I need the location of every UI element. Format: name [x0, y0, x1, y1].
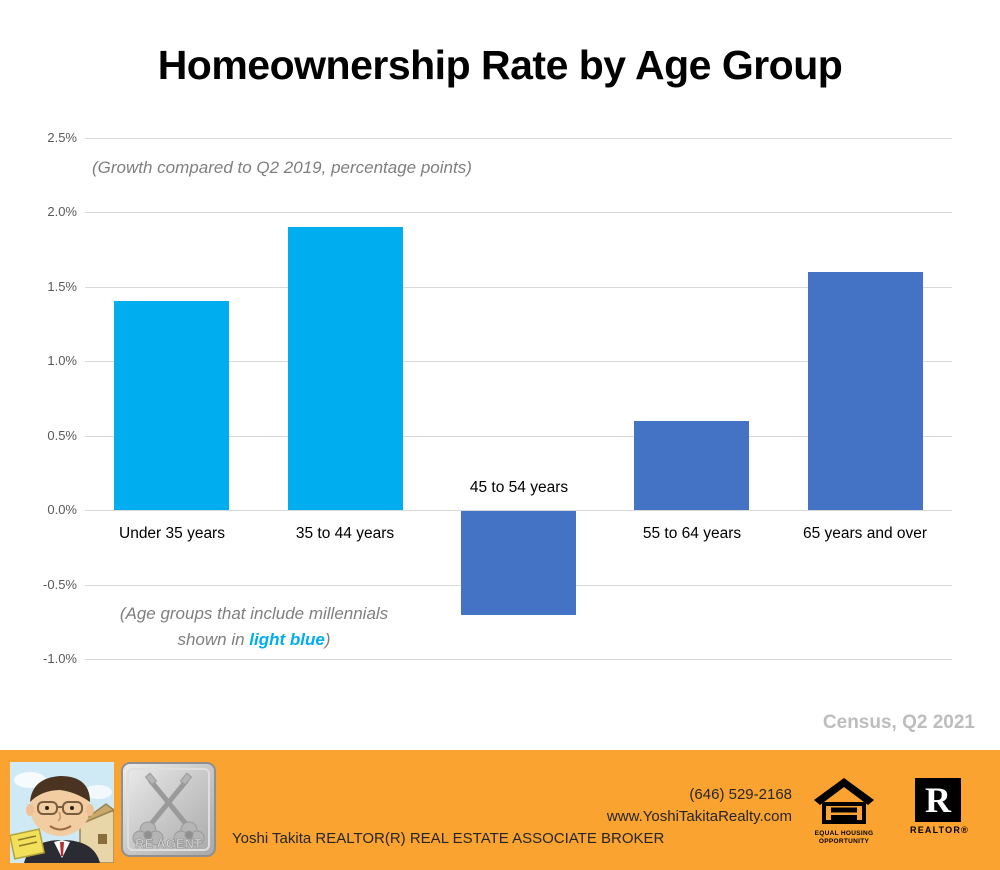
chart-subtitle: (Growth compared to Q2 2019, percentage … [92, 158, 472, 177]
category-label-5: 65 years and over [802, 525, 928, 542]
annotation-line2-suffix: ) [324, 630, 331, 649]
bar-65-years-and-over [808, 272, 923, 510]
gridline-2.0% [85, 212, 952, 213]
annotation-line2-prefix: shown in [177, 630, 250, 649]
gridline-1.0% [85, 361, 952, 362]
y-axis-tick-label: 1.0% [47, 353, 77, 368]
source-note: Census, Q2 2021 [822, 712, 975, 733]
agent-info-text: Yoshi Takita REALTOR(R) REAL ESTATE ASSO… [232, 784, 664, 870]
website-url: www.YoshiTakitaRealty.com [606, 808, 792, 825]
chart-title: Homeownership Rate by Age Group [157, 42, 843, 88]
category-label-3: 45 to 54 years [469, 479, 569, 496]
gridline-1.5% [85, 287, 952, 288]
agent-caricature-portrait [10, 762, 114, 863]
category-label-4: 55 to 64 years [642, 525, 742, 542]
agent-name-line: Yoshi Takita REALTOR(R) REAL ESTATE ASSO… [232, 830, 665, 847]
annotation-line1: (Age groups that include millennials [119, 604, 389, 623]
bar-45-to-54-years [461, 511, 576, 615]
re-agent-badge-label: RE AGENT [135, 836, 202, 851]
bar-35-to-44-years [288, 227, 403, 510]
crossed-keys-icon: RE AGENT [121, 762, 216, 857]
bar-under-35-years [114, 301, 229, 510]
gridline-0.5% [85, 436, 952, 437]
y-axis-tick-label: 2.0% [47, 204, 77, 219]
millennials-annotation: (Age groups that include millennials sho… [58, 601, 450, 653]
caricature-illustration [10, 762, 114, 863]
contact-info-text: (646) 529-2168 www.YoshiTakitaRealty.com [598, 784, 792, 828]
realtor-r-letter: R [925, 780, 951, 820]
realtor-r-icon: R [915, 778, 961, 822]
gridline-0.0% [85, 510, 952, 511]
y-axis-tick-label: -0.5% [43, 577, 77, 592]
y-axis-tick-label: 2.5% [47, 130, 77, 145]
equal-housing-logo: EQUAL HOUSING OPPORTUNITY [812, 778, 876, 845]
eho-caption-line2: OPPORTUNITY [818, 837, 870, 845]
gridline-2.5% [85, 138, 952, 139]
bar-55-to-64-years [634, 421, 749, 510]
realtor-caption: REALTOR® [910, 825, 969, 835]
re-agent-keys-badge: RE AGENT [121, 762, 216, 857]
category-label-2: 35 to 44 years [295, 525, 395, 542]
y-axis-tick-label: -1.0% [43, 651, 77, 666]
phone-number: (646) 529-2168 [689, 786, 792, 803]
annotation-highlight-light-blue: light blue [249, 630, 325, 649]
eho-caption-line1: EQUAL HOUSING [814, 830, 874, 837]
category-label-1: Under 35 years [119, 525, 225, 542]
equal-housing-house-icon [814, 778, 874, 824]
gridline--1.0% [85, 659, 952, 660]
footer-banner: RE AGENT Yoshi Takita REALTOR(R) REAL ES… [0, 750, 1000, 870]
y-axis-tick-label: 0.5% [47, 428, 77, 443]
y-axis-tick-label: 1.5% [47, 279, 77, 294]
y-axis-tick-label: 0.0% [47, 502, 77, 517]
realtor-logo: R REALTOR® [910, 778, 969, 835]
